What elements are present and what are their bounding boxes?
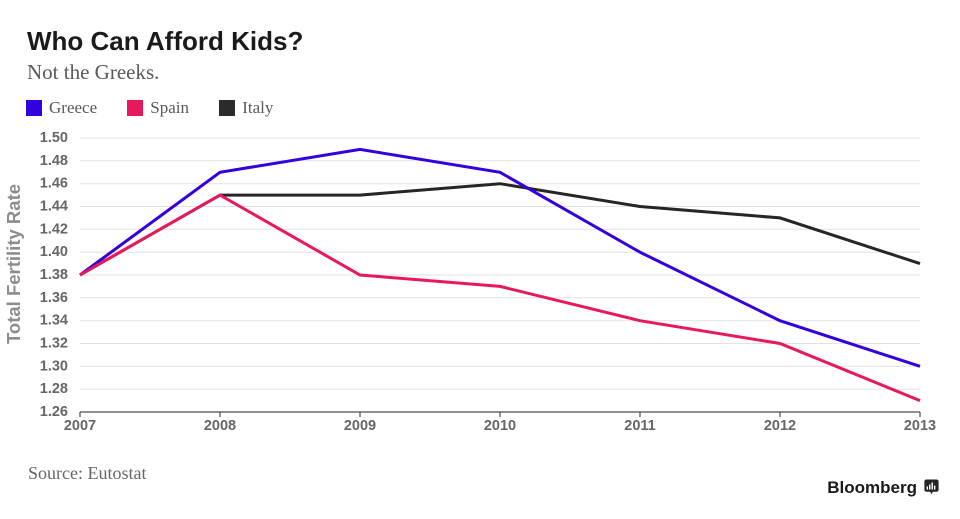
- svg-text:1.38: 1.38: [40, 267, 68, 283]
- svg-text:1.30: 1.30: [40, 358, 68, 374]
- svg-text:1.40: 1.40: [40, 244, 68, 260]
- svg-text:1.42: 1.42: [40, 221, 68, 237]
- svg-text:1.34: 1.34: [40, 313, 68, 329]
- svg-text:2013: 2013: [904, 418, 936, 434]
- svg-text:1.48: 1.48: [40, 153, 68, 169]
- svg-text:1.50: 1.50: [40, 130, 68, 146]
- svg-text:1.28: 1.28: [40, 381, 68, 397]
- svg-text:2008: 2008: [204, 418, 236, 434]
- svg-text:2007: 2007: [64, 418, 96, 434]
- svg-text:2010: 2010: [484, 418, 516, 434]
- svg-text:1.44: 1.44: [40, 199, 68, 215]
- svg-text:2012: 2012: [764, 418, 796, 434]
- svg-text:Total Fertility Rate: Total Fertility Rate: [3, 184, 24, 344]
- svg-text:2011: 2011: [624, 418, 655, 434]
- svg-text:1.32: 1.32: [40, 336, 68, 352]
- svg-text:1.46: 1.46: [40, 176, 68, 192]
- svg-text:2009: 2009: [344, 418, 376, 434]
- svg-text:1.36: 1.36: [40, 290, 68, 306]
